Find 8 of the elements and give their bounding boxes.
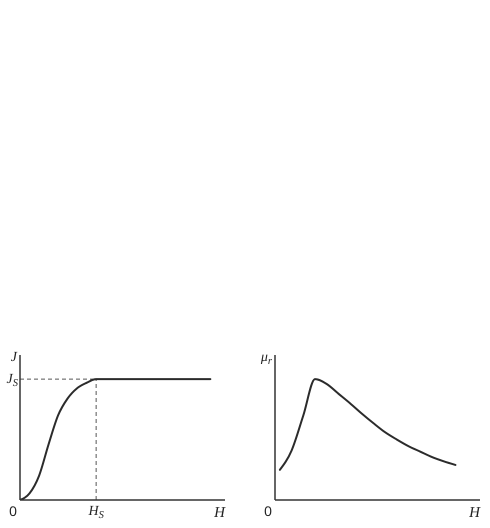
ref-line-label: J$_{S}$ [6,372,19,389]
x-axis-title: H [468,505,482,521]
y-axis-title: J [10,350,18,365]
text: 0 [9,503,18,519]
x-axis-title: H [213,505,226,521]
y-axis-title: μ$_{r}$ [260,350,273,367]
text: 0 [264,503,272,519]
text: H$_{S}$ [87,504,105,521]
